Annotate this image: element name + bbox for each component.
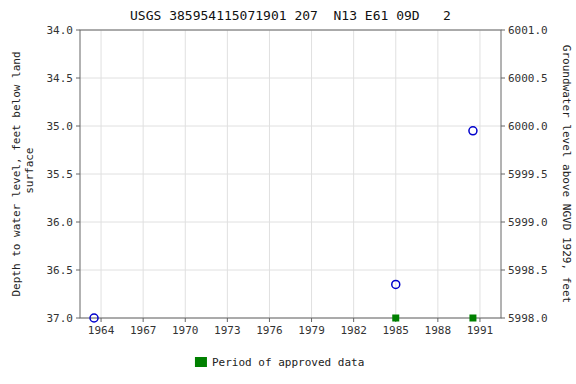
legend-swatch xyxy=(195,357,207,367)
tick xyxy=(76,126,80,127)
tick-label: 1979 xyxy=(298,324,325,337)
grid-line xyxy=(80,126,501,127)
series xyxy=(392,315,476,322)
tick xyxy=(185,318,186,322)
tick xyxy=(501,78,505,79)
chart: 1964 1967 1970 1973 1976 1979 1982 1985 1988 1991… xyxy=(0,0,576,384)
tick-label: 34.0 xyxy=(47,24,74,37)
circle-point xyxy=(392,280,400,288)
tick xyxy=(101,318,102,322)
tick xyxy=(76,270,80,271)
tick xyxy=(76,78,80,79)
label-line: Depth to water level, feet below land xyxy=(10,51,23,296)
circle-point xyxy=(90,314,98,322)
tick-label: 1973 xyxy=(214,324,241,337)
x-axis: 1964 1967 1970 1973 1976 1979 1982 1985 1988 1991 xyxy=(88,318,493,337)
tick-label: 37.0 xyxy=(47,312,74,325)
tick-label: 6001.0 xyxy=(508,24,548,37)
square-point xyxy=(469,315,476,322)
tick xyxy=(437,318,438,322)
tick xyxy=(311,318,312,322)
tick xyxy=(76,174,80,175)
tick-label: 1976 xyxy=(256,324,283,337)
title: USGS 385954115071901 207 N13 E61 09D 2 xyxy=(130,8,451,23)
tick-label: 1988 xyxy=(425,324,452,337)
tick-label: 5999.5 xyxy=(508,168,548,181)
grid-line xyxy=(80,270,501,271)
legend: Period of approved data xyxy=(195,356,364,369)
tick xyxy=(501,222,505,223)
tick-label: 6000.0 xyxy=(508,120,548,133)
legend-label: Period of approved data xyxy=(212,356,364,369)
y-axis: 34.0 34.5 35.0 35.5 36.0 36.5 37.0 xyxy=(47,24,81,325)
tick-label: 5998.0 xyxy=(508,312,548,325)
tick xyxy=(76,318,80,319)
tick-label: 6000.5 xyxy=(508,72,548,85)
tick-label: 1985 xyxy=(383,324,410,337)
tick xyxy=(501,174,505,175)
tick-label: 5999.0 xyxy=(508,216,548,229)
tick-label: 1967 xyxy=(130,324,157,337)
tick xyxy=(353,318,354,322)
tick xyxy=(269,318,270,322)
tick-label: 36.0 xyxy=(47,216,74,229)
grid-line xyxy=(80,222,501,223)
series xyxy=(90,127,477,322)
tick-label: 35.5 xyxy=(47,168,74,181)
label-line: surface xyxy=(23,148,36,201)
tick xyxy=(501,270,505,271)
tick xyxy=(501,30,505,31)
tick-label: 1982 xyxy=(340,324,367,337)
tick-label: 34.5 xyxy=(47,72,74,85)
plot-frame xyxy=(80,30,501,318)
tick-label: 5998.5 xyxy=(508,264,548,277)
grid-line xyxy=(80,78,501,79)
tick xyxy=(479,318,480,322)
tick-label: 36.5 xyxy=(47,264,74,277)
tick xyxy=(501,318,505,319)
grid-line xyxy=(80,174,501,175)
tick xyxy=(76,30,80,31)
tick-label: 1964 xyxy=(88,324,115,337)
tick-label: 1991 xyxy=(467,324,494,337)
y-axis-label: Depth to water level, feet below land su… xyxy=(10,51,36,296)
grid xyxy=(80,30,501,318)
tick-label: 35.0 xyxy=(47,120,74,133)
tick xyxy=(227,318,228,322)
circle-point xyxy=(469,127,477,135)
square-point xyxy=(392,315,399,322)
tick xyxy=(143,318,144,322)
tick-label: 1970 xyxy=(172,324,199,337)
y2-axis-label: Groundwater level above NGVD 1929, feet xyxy=(560,45,573,303)
tick xyxy=(76,222,80,223)
y2-axis: 6001.0 6000.5 6000.0 5999.5 5999.0 5998.5 5998… xyxy=(501,24,548,325)
plot-area xyxy=(80,30,501,318)
tick xyxy=(501,126,505,127)
marks xyxy=(90,127,477,322)
